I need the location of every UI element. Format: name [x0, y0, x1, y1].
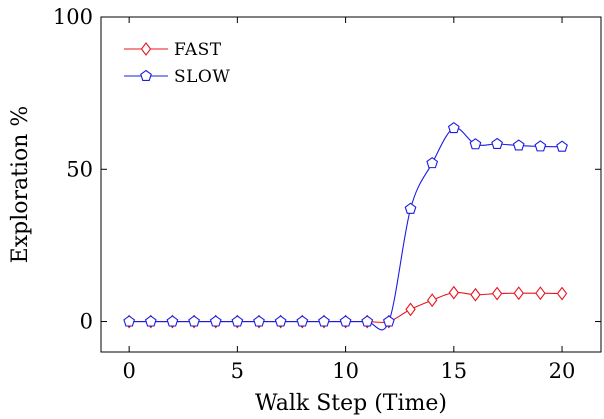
- y-tick-label: 0: [80, 310, 93, 334]
- data-point-slow: [275, 316, 285, 326]
- data-point-slow: [405, 203, 415, 213]
- data-point-fast: [558, 288, 567, 300]
- data-point-slow: [254, 316, 264, 326]
- data-point-fast: [514, 287, 523, 299]
- data-point-slow: [232, 316, 242, 326]
- data-point-fast: [449, 287, 458, 299]
- data-point-slow: [535, 141, 545, 151]
- data-point-slow: [167, 316, 177, 326]
- data-point-slow: [340, 316, 350, 326]
- data-point-slow: [319, 316, 329, 326]
- y-tick-label: 50: [66, 157, 93, 181]
- legend-label-slow: SLOW: [174, 67, 230, 87]
- data-point-slow: [210, 316, 220, 326]
- legend-item-slow: SLOW: [124, 67, 230, 87]
- legend: FAST SLOW: [124, 40, 230, 87]
- x-tick-label: 15: [440, 359, 467, 383]
- x-tick-label: 10: [332, 359, 359, 383]
- x-tick-label: 20: [549, 359, 576, 383]
- x-tick-label: 5: [231, 359, 244, 383]
- legend-marker-slow: [141, 71, 151, 81]
- data-point-slow: [297, 316, 307, 326]
- data-point-slow: [146, 316, 156, 326]
- data-point-fast: [493, 288, 502, 300]
- legend-item-fast: FAST: [124, 40, 222, 60]
- data-point-fast: [406, 303, 415, 315]
- data-point-slow: [557, 141, 567, 151]
- data-point-slow: [384, 316, 394, 326]
- data-point-slow: [189, 316, 199, 326]
- legend-marker-fast: [142, 43, 151, 55]
- data-point-slow: [362, 316, 372, 326]
- data-point-slow: [514, 140, 524, 150]
- data-point-slow: [449, 123, 459, 133]
- x-tick-label: 0: [122, 359, 135, 383]
- data-point-slow: [124, 316, 134, 326]
- series-layer: [124, 123, 567, 330]
- data-point-fast: [471, 289, 480, 301]
- y-axis-label: Exploration %: [8, 106, 33, 264]
- data-point-slow: [427, 158, 437, 168]
- legend-label-fast: FAST: [174, 40, 222, 60]
- data-point-fast: [536, 287, 545, 299]
- data-point-slow: [470, 139, 480, 149]
- data-point-fast: [428, 294, 437, 306]
- series-slow: [124, 123, 567, 330]
- x-axis-label: Walk Step (Time): [255, 391, 447, 416]
- data-point-slow: [492, 139, 502, 149]
- y-tick-label: 100: [53, 5, 93, 29]
